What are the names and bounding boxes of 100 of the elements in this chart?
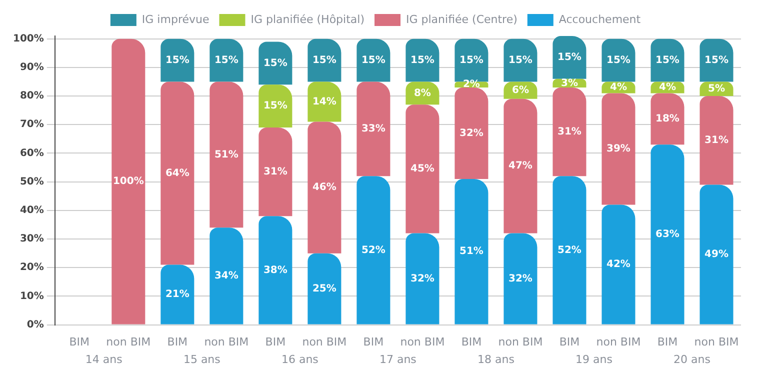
bar [552,176,586,324]
y-tick-label: 80% [20,90,44,102]
data-label: 52% [361,244,386,256]
bar [258,128,292,216]
text: 18 ans [477,352,515,366]
legend-label: IG planifiée (Hôpital) [250,12,364,26]
text: 20 ans [674,352,711,366]
y-tick-label: 30% [20,234,44,245]
bar [406,38,440,82]
bar [602,38,636,82]
bar [356,176,390,324]
bar [454,87,488,179]
x-tick-label: non BIM [106,335,151,348]
bar [406,104,440,234]
data-label: 15% [656,54,680,66]
x-tick-label: BIM [559,335,580,348]
data-label: 14% [312,96,336,108]
data-label: 6% [512,84,529,96]
data-label: 15% [165,54,190,66]
data-label: 15% [704,54,728,66]
data-label: 15% [312,54,336,66]
bar [308,122,342,254]
bar [504,98,538,234]
data-label: 32% [459,128,484,139]
bar [308,82,342,122]
y-tick-label: 50% [20,176,44,188]
bar [650,38,684,82]
data-label: 4% [610,82,627,94]
x-tick-label: BIM [657,335,678,348]
data-label: 42% [606,259,630,270]
bar [160,82,194,265]
text: 14 ans [85,352,123,366]
x-tick-label: non BIM [302,335,347,348]
data-label: 15% [263,58,288,69]
bar [160,38,194,82]
bar [700,96,734,185]
data-label: 2% [462,79,480,90]
data-label: 64% [165,168,190,179]
data-label: 15% [263,100,288,112]
data-label: 52% [558,244,582,256]
data-label: 25% [312,283,336,294]
data-label: 3% [560,78,578,89]
data-label: 15% [214,54,238,66]
data-label: 21% [165,289,190,300]
data-label: 100% [112,176,144,188]
data-label: 51% [214,149,238,160]
y-tick-label: 0% [26,319,44,330]
bar [504,38,538,82]
x-tick-label: non BIM [400,335,445,348]
x-tick-label: BIM [461,335,482,348]
bar [308,253,342,324]
x-tick-label: non BIM [204,335,249,348]
y-tick-label: 20% [20,262,44,274]
x-tick-label: non BIM [498,335,543,348]
bar [258,84,292,128]
bar [406,233,440,324]
data-label: 32% [410,273,434,284]
data-label: 63% [656,229,680,240]
bar [356,38,390,82]
y-tick-label: 40% [20,205,44,216]
data-label: 18% [656,114,680,125]
text: 17 ans [379,352,417,366]
data-label: 31% [558,126,582,138]
bar [650,93,684,145]
bar [700,184,734,324]
bar [210,82,244,228]
bar [650,144,684,324]
data-label: 49% [704,249,728,260]
bar [552,36,586,79]
legend-label: IG imprévue [142,12,210,26]
data-label: 5% [708,83,725,94]
legend-label: IG planifiée (Centre) [406,12,518,26]
data-label: 33% [361,124,386,135]
bar [210,228,244,324]
data-label: 31% [263,166,288,178]
data-label: 51% [459,246,484,258]
text: 15 ans [183,352,221,366]
legend-label: Accouchement [558,12,642,26]
data-label: 39% [606,144,630,155]
bar [602,93,636,205]
data-label: 15% [410,54,434,66]
data-label: 34% [214,270,238,282]
data-label: 46% [312,182,336,194]
data-label: 15% [361,54,386,66]
x-tick-label: BIM [69,335,90,348]
y-tick-label: 60% [20,148,44,159]
y-tick-label: 70% [20,119,44,130]
data-label: 15% [558,52,582,64]
bar [504,233,538,324]
bar [552,87,586,176]
data-label: 15% [459,54,484,66]
x-tick-label: BIM [167,335,188,348]
data-label: 45% [410,164,434,175]
data-label: 15% [508,54,532,66]
bar [112,38,146,324]
x-tick-label: non BIM [694,335,739,348]
bar [700,38,734,82]
data-label: 8% [414,88,431,99]
data-label: 47% [508,160,532,172]
data-label: 38% [263,264,288,276]
